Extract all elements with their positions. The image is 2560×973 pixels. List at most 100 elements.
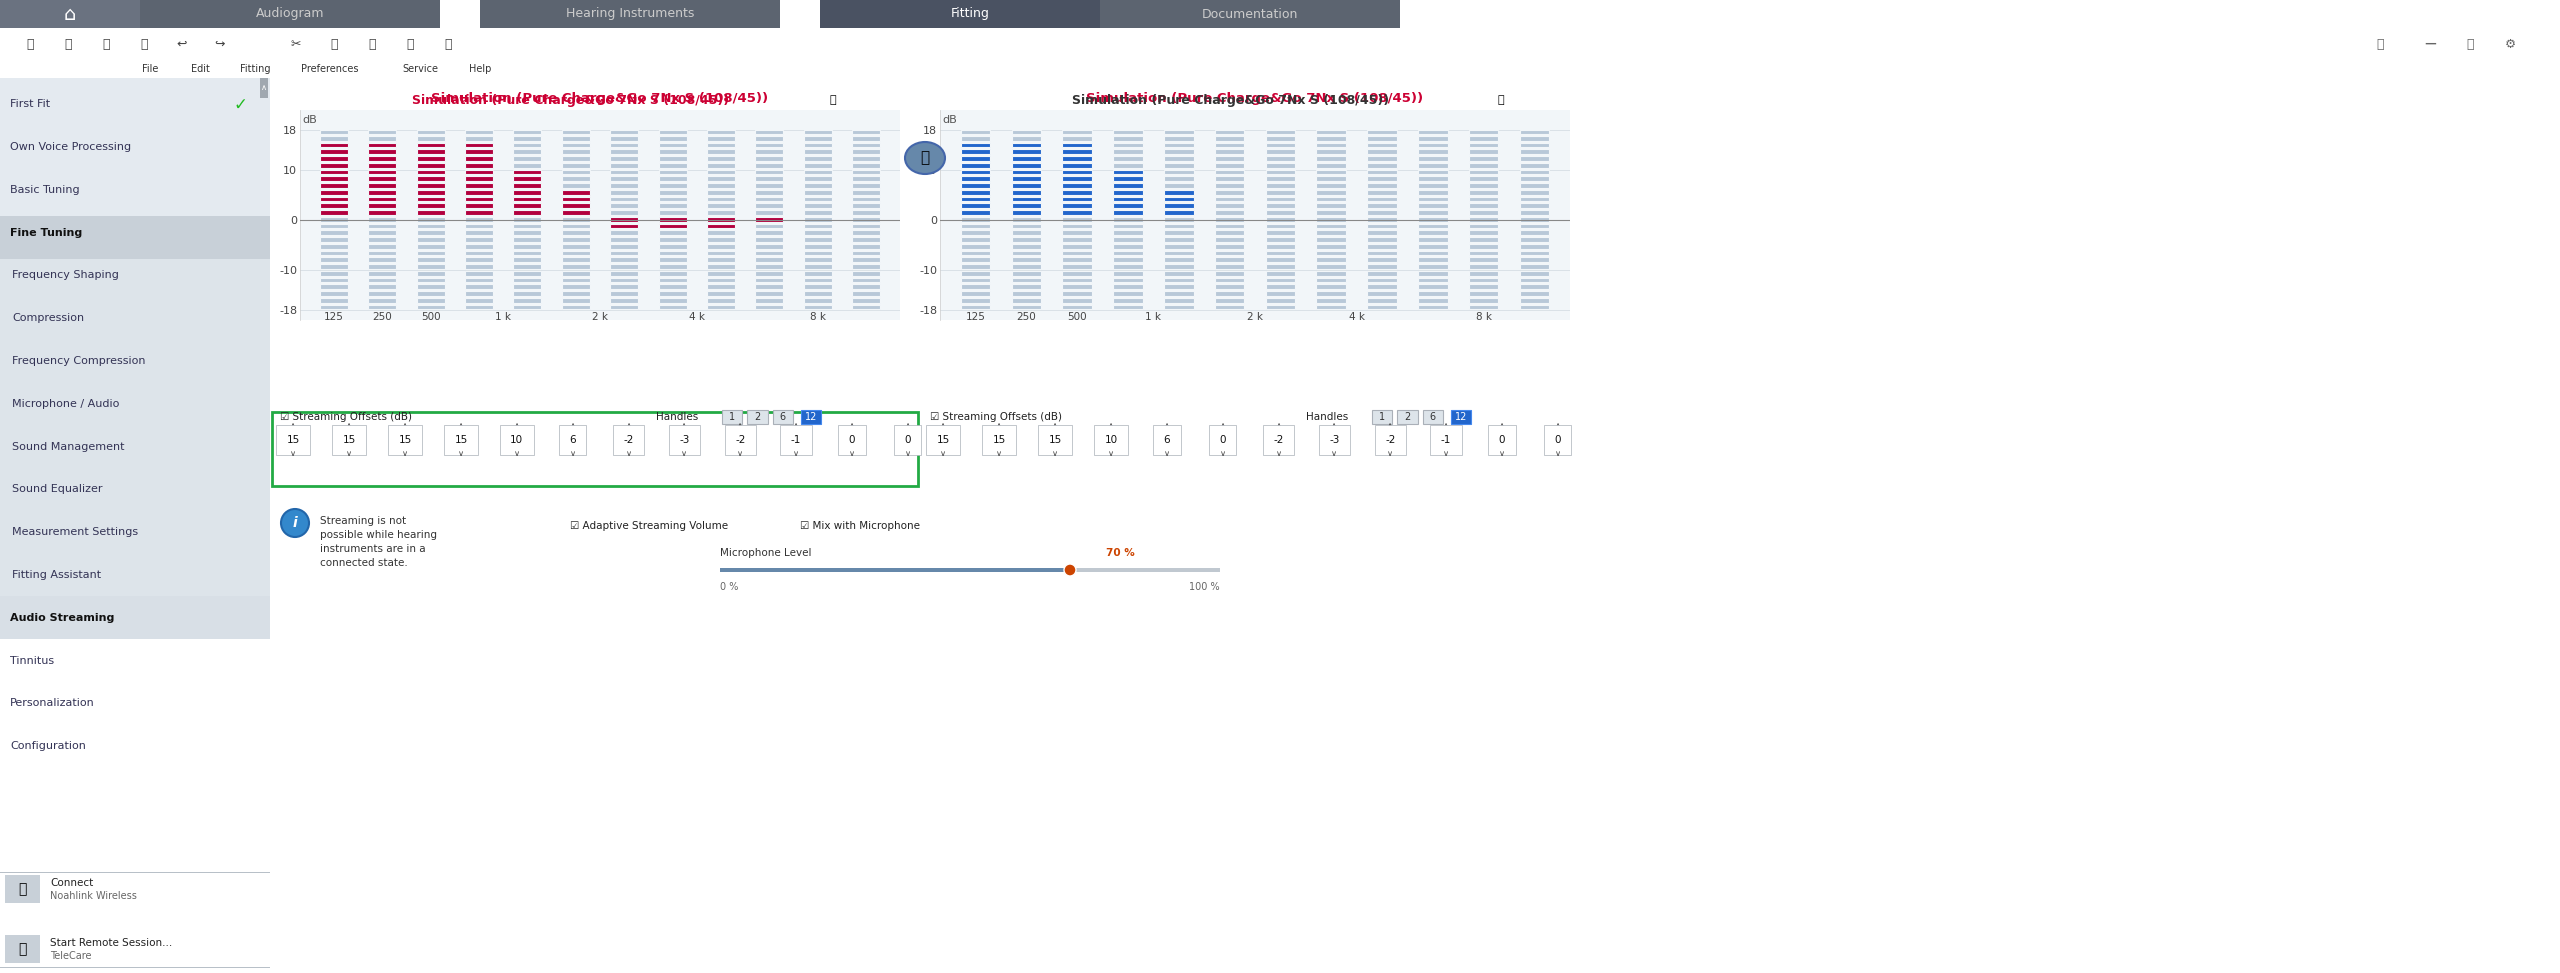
Text: ∨: ∨	[681, 450, 689, 458]
Bar	[320, 136, 348, 141]
Bar	[1265, 130, 1295, 134]
Bar	[466, 176, 494, 181]
Bar	[1316, 257, 1347, 262]
Bar	[466, 197, 494, 201]
Text: ∧: ∧	[1444, 421, 1449, 430]
Bar	[658, 237, 686, 242]
Text: Handles: Handles	[655, 412, 699, 422]
Bar	[1114, 203, 1142, 208]
Bar	[515, 257, 543, 262]
Bar	[1165, 176, 1193, 181]
Bar	[1521, 231, 1549, 235]
Bar	[1062, 291, 1093, 296]
Bar	[1114, 291, 1142, 296]
Bar	[1469, 210, 1498, 215]
Bar	[1114, 244, 1142, 249]
Bar	[960, 183, 991, 188]
Bar	[1216, 142, 1244, 147]
Bar	[369, 284, 397, 289]
Bar	[1165, 277, 1193, 282]
Bar	[609, 217, 637, 222]
Bar	[1165, 244, 1193, 249]
Text: 🕐: 🕐	[64, 38, 72, 51]
Text: 6: 6	[1431, 412, 1436, 422]
Bar	[1469, 277, 1498, 282]
Bar	[1521, 270, 1549, 275]
Text: -2: -2	[1272, 435, 1283, 445]
Bar	[1316, 176, 1347, 181]
Bar	[960, 217, 991, 222]
Bar	[466, 142, 494, 147]
Bar	[561, 291, 589, 296]
Bar	[1011, 237, 1042, 242]
Bar	[1316, 169, 1347, 174]
Text: ∨: ∨	[1108, 450, 1114, 458]
Bar	[1418, 257, 1446, 262]
Bar	[1367, 162, 1398, 167]
Bar	[658, 291, 686, 296]
Bar	[1316, 264, 1347, 269]
Bar	[1216, 231, 1244, 235]
Bar	[801, 410, 822, 424]
Text: ∨: ∨	[346, 450, 353, 458]
Bar	[515, 162, 543, 167]
Bar	[755, 277, 783, 282]
Text: ↩: ↩	[177, 38, 187, 51]
Bar	[1062, 250, 1093, 255]
Bar	[1418, 162, 1446, 167]
Text: ∧: ∧	[1219, 421, 1226, 430]
Bar	[417, 149, 445, 154]
Text: ∨: ∨	[1219, 450, 1226, 458]
Text: Streaming is not
possible while hearing
instruments are in a
connected state.: Streaming is not possible while hearing …	[320, 516, 438, 568]
Bar	[320, 250, 348, 255]
Bar	[804, 231, 832, 235]
Bar	[707, 190, 735, 195]
Bar	[804, 203, 832, 208]
Text: ∧: ∧	[1331, 421, 1336, 430]
Bar	[719, 568, 1221, 572]
Bar	[417, 224, 445, 229]
Bar	[369, 203, 397, 208]
Bar	[852, 250, 881, 255]
Text: ∨: ∨	[515, 450, 520, 458]
Text: Fitting: Fitting	[950, 8, 988, 20]
Bar	[755, 190, 783, 195]
Text: 15: 15	[287, 435, 300, 445]
Bar	[1165, 264, 1193, 269]
Bar	[1011, 250, 1042, 255]
Bar	[1114, 298, 1142, 303]
Bar	[417, 136, 445, 141]
Text: 1: 1	[1380, 412, 1385, 422]
Bar	[1165, 197, 1193, 201]
Text: Hearing Instruments: Hearing Instruments	[566, 8, 694, 20]
Bar	[1062, 284, 1093, 289]
Bar	[1367, 190, 1398, 195]
Bar	[658, 224, 686, 229]
Text: -2: -2	[735, 435, 745, 445]
Bar	[1265, 156, 1295, 161]
Bar	[755, 162, 783, 167]
Bar	[1114, 197, 1142, 201]
Bar	[417, 183, 445, 188]
Bar	[369, 277, 397, 282]
Bar	[1216, 298, 1244, 303]
Text: ∧: ∧	[940, 421, 947, 430]
Bar	[1418, 250, 1446, 255]
Text: 2: 2	[755, 412, 760, 422]
Bar	[707, 169, 735, 174]
Bar	[658, 136, 686, 141]
Bar	[1316, 162, 1347, 167]
Bar	[707, 197, 735, 201]
Bar	[609, 130, 637, 134]
Bar	[852, 130, 881, 134]
Bar	[1469, 224, 1498, 229]
Bar	[1469, 197, 1498, 201]
Bar	[369, 149, 397, 154]
Text: 6: 6	[781, 412, 786, 422]
Bar	[561, 284, 589, 289]
Bar	[466, 277, 494, 282]
Bar	[369, 176, 397, 181]
Bar	[1114, 210, 1142, 215]
Bar	[466, 264, 494, 269]
Bar	[1521, 284, 1549, 289]
